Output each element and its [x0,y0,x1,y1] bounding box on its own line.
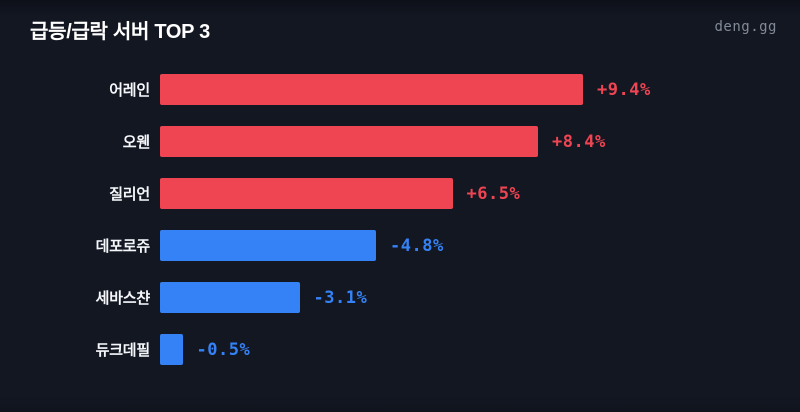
bar-track: +9.4% [160,74,800,105]
value-bar [160,282,300,313]
server-name-label: 질리언 [109,186,150,203]
brand-watermark: deng.gg [714,19,777,35]
value-bar [160,74,583,105]
bar-track: -0.5% [160,334,800,365]
value-bar [160,230,376,261]
value-bar [160,178,453,209]
bar-track: +8.4% [160,126,800,157]
chart-row: 질리언 +6.5% [0,178,800,209]
value-percent-label: -4.8% [390,235,444,256]
chart-row: 오웬 +8.4% [0,126,800,157]
server-name-label: 어레인 [109,82,150,99]
value-percent-label: -0.5% [196,339,251,360]
chart-row: 듀크데필 -0.5% [0,334,800,365]
bar-track: -3.1% [160,282,800,313]
chart-row: 어레인 +9.4% [0,74,800,105]
bar-track: +6.5% [160,178,800,209]
value-percent-label: +8.4% [552,131,606,152]
value-bar [160,126,538,157]
value-percent-label: +9.4% [597,79,651,100]
server-name-label: 데포로쥬 [95,238,151,255]
bar-track: -4.8% [160,230,800,261]
value-percent-label: -3.1% [313,287,368,308]
server-name-label: 듀크데필 [95,342,151,359]
server-name-label: 세바스챤 [95,290,151,307]
chart-row: 데포로쥬 -4.8% [0,230,800,261]
bar-chart: 어레인 +9.4% 오웬 +8.4% 질리언 +6.5% 데포로쥬 [0,74,800,386]
value-bar [160,334,183,365]
page-title: 급등/급락 서버 TOP 3 [30,21,210,43]
chart-row: 세바스챤 -3.1% [0,282,800,313]
value-percent-label: +6.5% [466,183,521,204]
server-name-label: 오웬 [122,134,150,151]
